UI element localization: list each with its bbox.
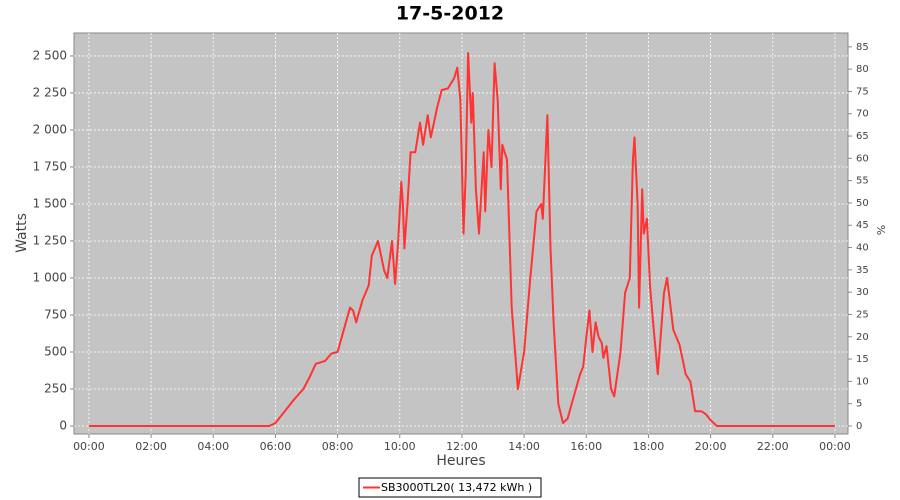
x-tick-label: 00:00	[819, 440, 851, 453]
x-tick-label: 06:00	[260, 440, 292, 453]
legend-label: SB3000TL20( 13,472 kWh )	[381, 481, 532, 494]
y2-tick-label: 30	[856, 287, 869, 298]
y2-tick-label: 15	[856, 354, 869, 365]
y-tick-label: 1 750	[33, 159, 67, 173]
chart-title: 17-5-2012	[396, 3, 504, 25]
y2-tick-label: 65	[856, 131, 869, 142]
x-tick-label: 00:00	[73, 440, 105, 453]
y-tick-label: 0	[59, 419, 67, 433]
x-tick-label: 16:00	[570, 440, 602, 453]
y-axis-label: Watts	[14, 213, 30, 253]
y2-tick-label: 70	[856, 109, 869, 120]
y2-tick-label: 35	[856, 265, 869, 276]
y-tick-label: 2 250	[33, 85, 67, 99]
y-tick-label: 1 500	[33, 196, 67, 210]
y2-tick-label: 10	[856, 376, 869, 387]
legend	[358, 477, 542, 498]
y2-tick-label: 60	[856, 153, 869, 164]
x-axis-label: Heures	[436, 453, 485, 469]
y-tick-label: 2 000	[33, 122, 67, 136]
y2-axis-label: %	[875, 225, 888, 235]
y-tick-label: 1 250	[33, 233, 67, 247]
x-tick-label: 12:00	[446, 440, 478, 453]
x-tick-label: 22:00	[757, 440, 789, 453]
y2-tick-label: 75	[856, 86, 869, 97]
x-tick-label: 10:00	[384, 440, 416, 453]
y-tick-label: 1 000	[33, 270, 67, 284]
y2-tick-label: 85	[856, 42, 869, 53]
series-line	[88, 52, 835, 427]
x-tick-label: 14:00	[508, 440, 540, 453]
y-tick-label: 500	[44, 344, 67, 358]
y2-tick-label: 0	[856, 421, 862, 432]
y2-tick-label: 25	[856, 309, 869, 320]
y2-tick-label: 50	[856, 198, 869, 209]
y2-tick-label: 20	[856, 332, 869, 343]
y2-tick-label: 55	[856, 176, 869, 187]
y2-tick-label: 80	[856, 64, 869, 75]
y-tick-label: 750	[44, 307, 67, 321]
x-tick-label: 20:00	[695, 440, 727, 453]
x-tick-label: 18:00	[633, 440, 665, 453]
y-tick-label: 250	[44, 382, 67, 396]
x-tick-label: 08:00	[322, 440, 354, 453]
y-tick-label: 2 500	[33, 48, 67, 62]
y2-tick-label: 45	[856, 220, 869, 231]
y2-tick-label: 40	[856, 243, 869, 254]
x-tick-label: 02:00	[135, 440, 167, 453]
x-tick-label: 04:00	[197, 440, 229, 453]
y2-tick-label: 5	[856, 399, 862, 410]
